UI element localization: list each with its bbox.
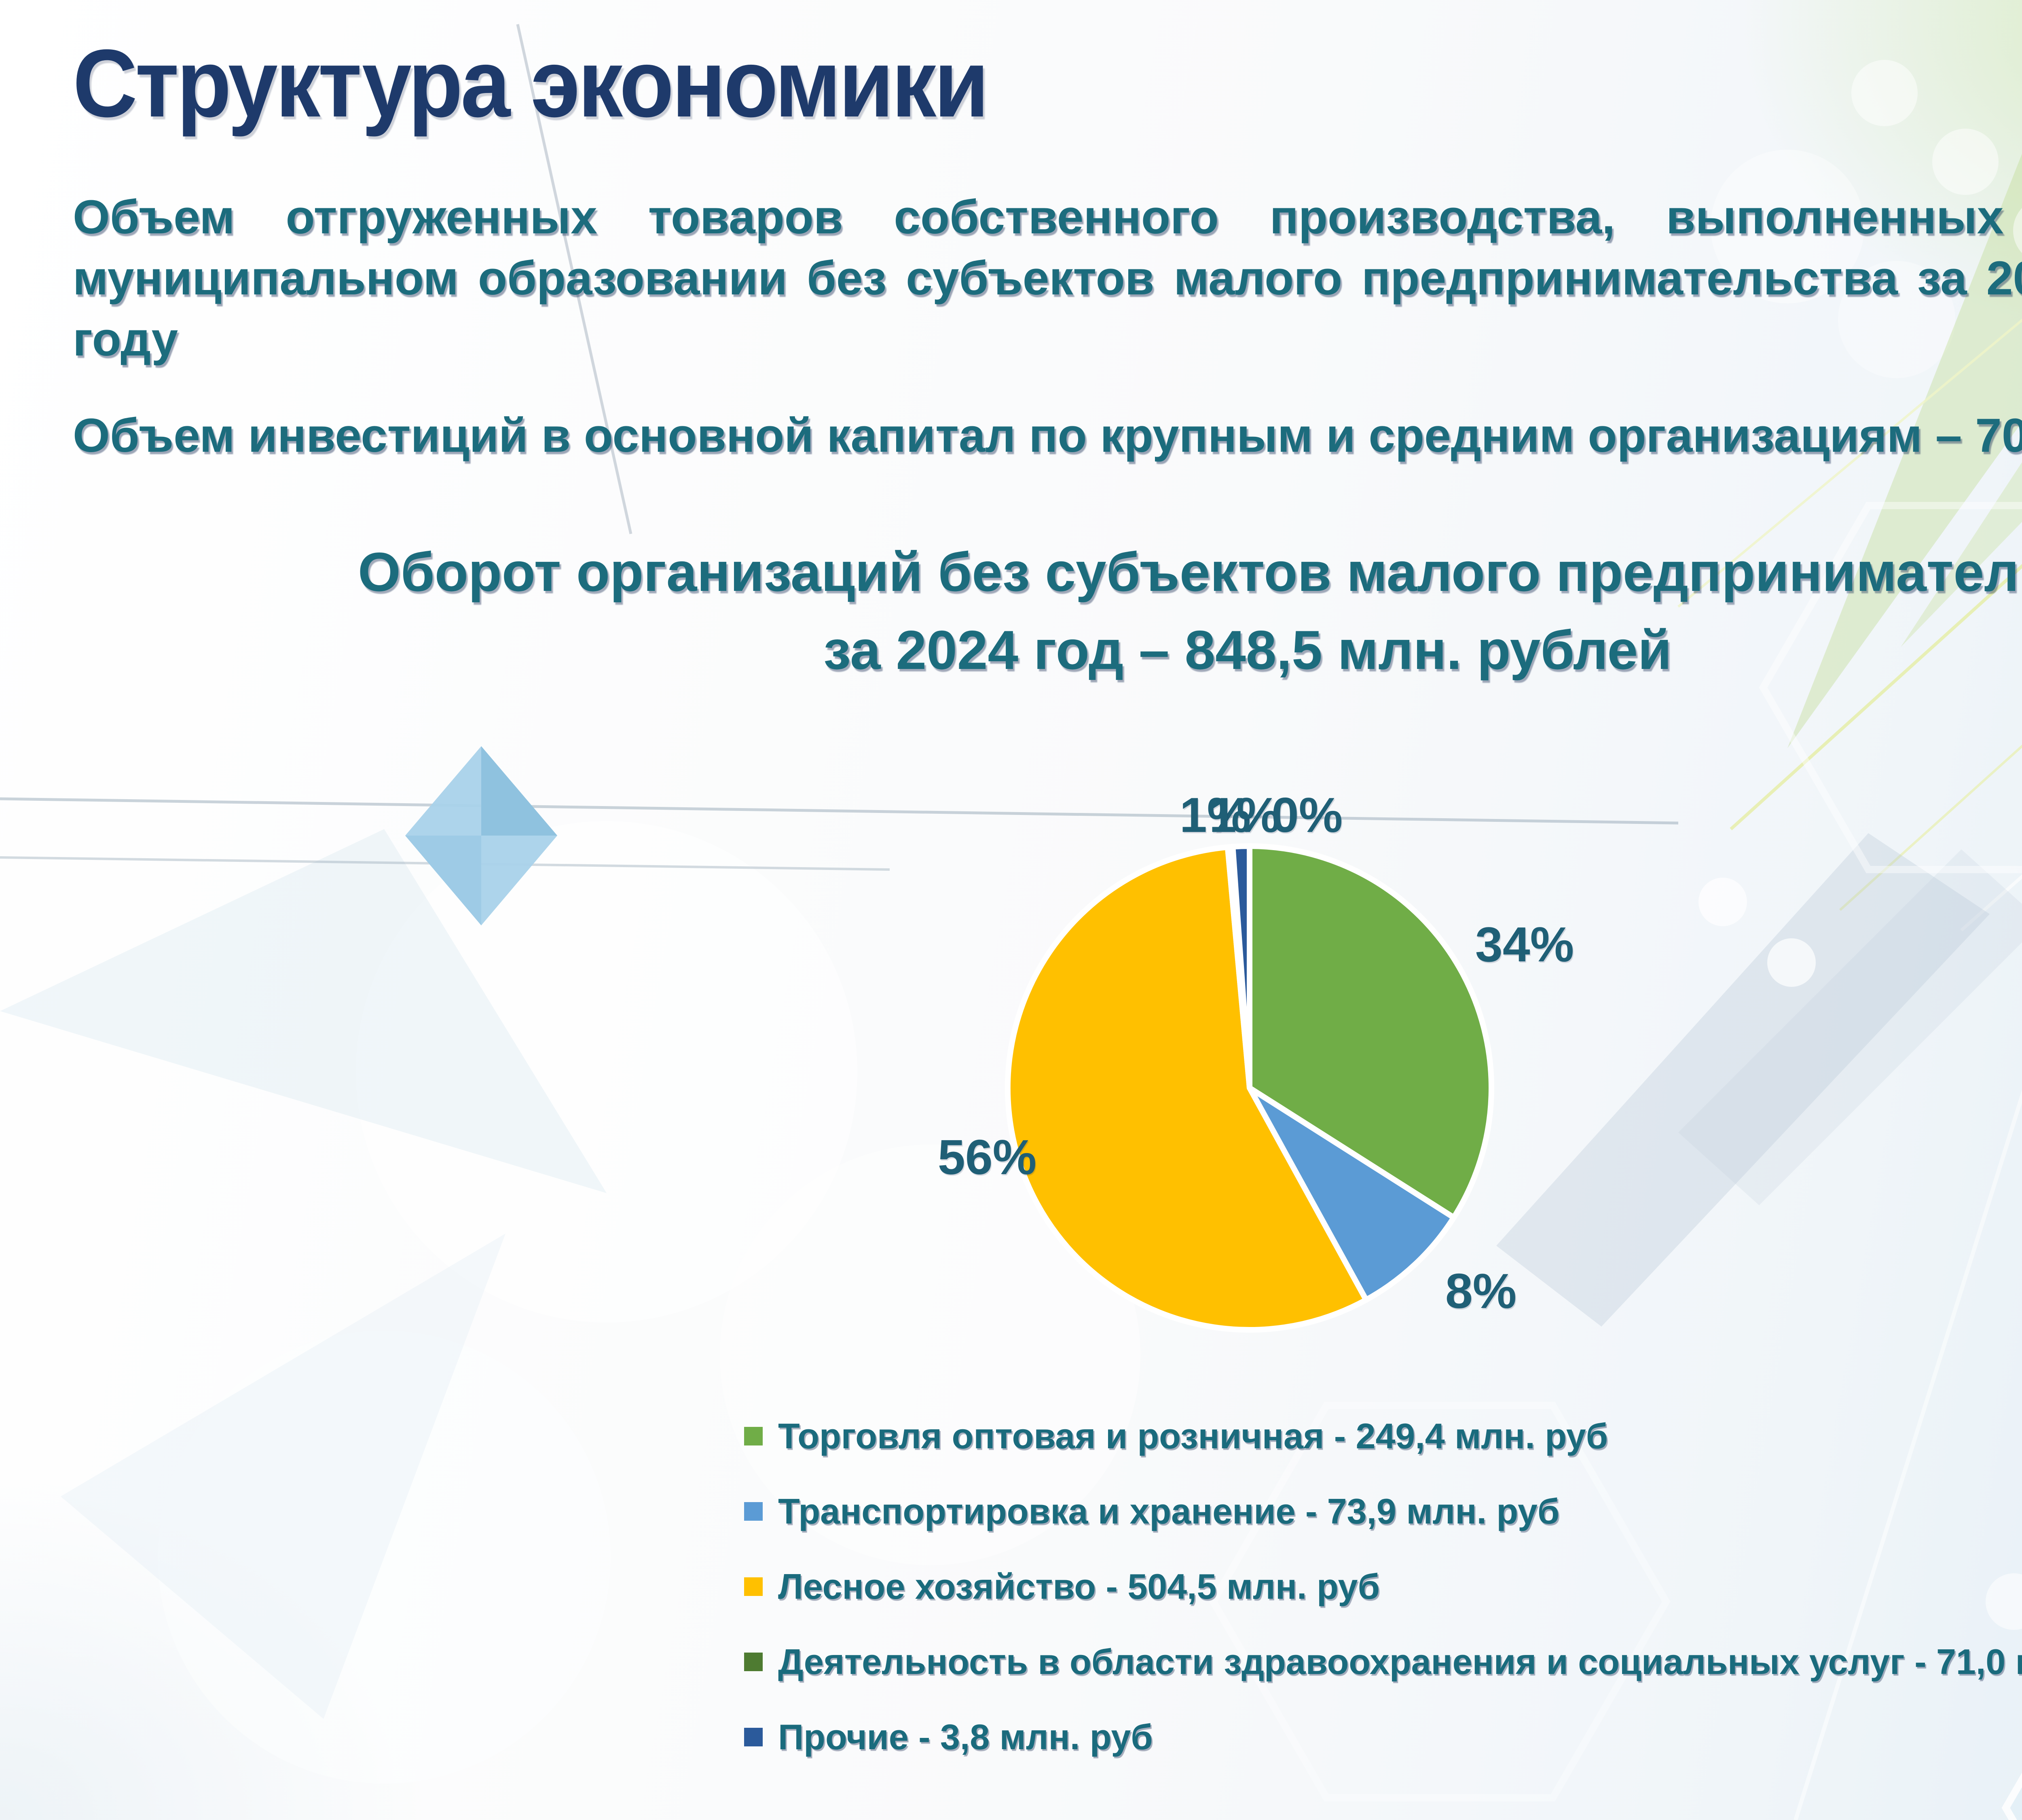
pie-slice (1005, 844, 1369, 1333)
paragraph-shipped-goods: Объем отгруженных товаров собственного п… (73, 187, 2022, 370)
legend-label: Деятельность в области здравоохранения и… (778, 1642, 2022, 1682)
pie-slice (1230, 843, 1252, 1091)
pie-chart-svg (1005, 843, 1494, 1333)
hexagon-decoration (1759, 502, 2022, 873)
legend-item: Торговля оптовая и розничная - 249,4 млн… (744, 1416, 2022, 1456)
dot-decoration (1851, 60, 1918, 126)
page-title: Структура экономики (73, 30, 989, 137)
legend-label: Лесное хозяйство - 504,5 млн. руб (778, 1566, 1380, 1606)
chart-legend: Торговля оптовая и розничная - 249,4 млн… (744, 1416, 2022, 1794)
dot-decoration (1932, 129, 1999, 195)
legend-item: Транспортировка и хранение - 73,9 млн. р… (744, 1491, 2022, 1531)
pie-percent-label: 56% (937, 1130, 1037, 1185)
chart-title: Оборот организаций без субъектов малого … (358, 533, 2022, 689)
legend-color-marker (744, 1728, 763, 1746)
hexagon-decoration (2001, 1772, 2022, 1820)
diamond-decoration (405, 746, 557, 925)
pie-percent-label: 1% (1209, 787, 1281, 842)
legend-color-marker (744, 1577, 763, 1596)
legend-color-marker (744, 1653, 763, 1671)
paragraph-line: муниципальном образовании без субъектов … (73, 252, 2022, 305)
chart-title-line1: Оборот организаций без субъектов малого … (358, 541, 2022, 603)
legend-color-marker (744, 1502, 763, 1521)
legend-label: Прочие - 3,8 млн. руб (778, 1717, 1153, 1757)
paragraph-line: году (73, 313, 178, 366)
pie-percent-label: 0% (1271, 787, 1343, 842)
legend-color-marker (744, 1427, 763, 1445)
legend-item: Прочие - 3,8 млн. руб (744, 1717, 2022, 1757)
legend-label: Торговля оптовая и розничная - 249,4 млн… (778, 1416, 1608, 1456)
pie-percent-label: 8% (1445, 1263, 1517, 1318)
legend-item: Деятельность в области здравоохранения и… (744, 1642, 2022, 1682)
dot-decoration (1986, 1573, 2022, 1630)
dot-decoration (2013, 208, 2022, 253)
legend-item: Лесное хозяйство - 504,5 млн. руб (744, 1566, 2022, 1606)
dot-decoration (1698, 878, 1747, 926)
paragraph-investments: Объем инвестиций в основной капитал по к… (73, 409, 2022, 462)
dot-decoration (1767, 938, 1816, 987)
pie-percent-label: 34% (1475, 917, 1574, 972)
hexagon-decoration (1209, 1402, 1671, 1801)
pie-percent-label: 1% (1179, 787, 1251, 842)
chart-title-line2: за 2024 год – 848,5 млн. рублей (823, 619, 1672, 681)
pie-chart (1002, 840, 1497, 1335)
legend-label: Транспортировка и хранение - 73,9 млн. р… (778, 1491, 1560, 1531)
paragraph-line: Объем отгруженных товаров собственного п… (73, 190, 2022, 244)
pie-slice (1247, 1085, 1457, 1303)
